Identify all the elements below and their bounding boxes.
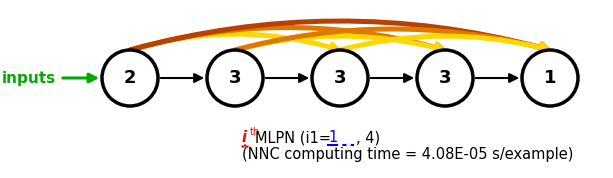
Circle shape xyxy=(522,50,578,106)
Text: i: i xyxy=(242,130,247,145)
Circle shape xyxy=(417,50,473,106)
FancyArrowPatch shape xyxy=(235,28,550,52)
Text: 2: 2 xyxy=(124,69,136,87)
FancyArrowPatch shape xyxy=(340,35,550,52)
Circle shape xyxy=(312,50,368,106)
Text: 3: 3 xyxy=(229,69,242,87)
Text: 1: 1 xyxy=(328,130,337,145)
Circle shape xyxy=(102,50,158,106)
Text: MLPN (i1=: MLPN (i1= xyxy=(255,130,336,145)
FancyArrowPatch shape xyxy=(235,35,445,52)
Text: (NNC computing time = 4.08E-05 s/example): (NNC computing time = 4.08E-05 s/example… xyxy=(242,148,573,163)
Text: 1: 1 xyxy=(544,69,556,87)
Text: inputs: inputs xyxy=(2,70,56,85)
Text: 3: 3 xyxy=(439,69,451,87)
FancyArrowPatch shape xyxy=(129,33,340,52)
Circle shape xyxy=(207,50,263,106)
FancyArrowPatch shape xyxy=(130,26,445,52)
Text: 3: 3 xyxy=(333,69,346,87)
FancyArrowPatch shape xyxy=(130,20,550,52)
Text: , 4): , 4) xyxy=(356,130,380,145)
Text: th: th xyxy=(250,127,260,137)
